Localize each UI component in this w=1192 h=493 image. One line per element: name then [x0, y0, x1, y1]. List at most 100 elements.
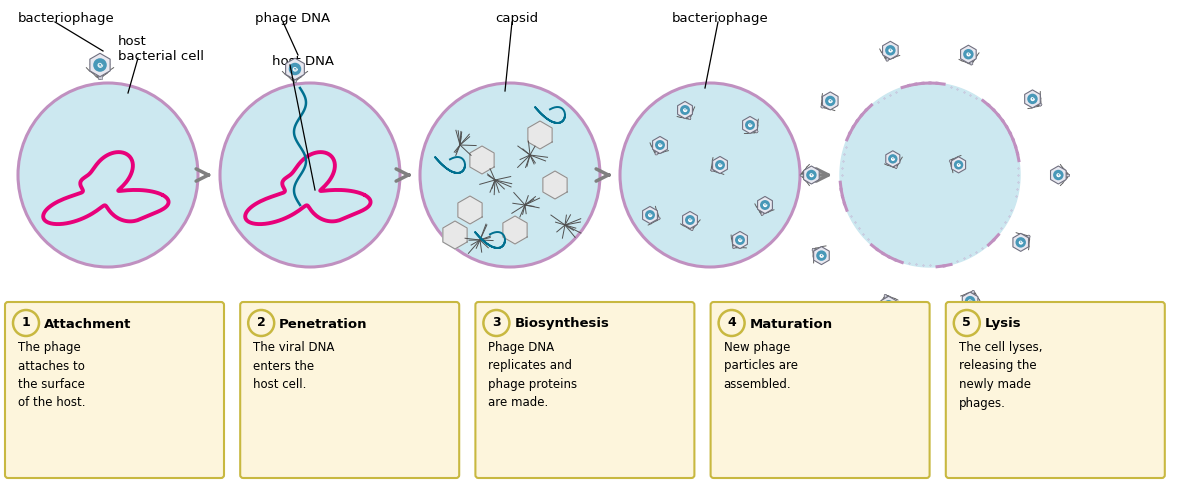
Polygon shape [743, 116, 757, 134]
Text: Maturation: Maturation [750, 317, 833, 330]
Polygon shape [650, 214, 660, 220]
Text: The phage
attaches to
the surface
of the host.: The phage attaches to the surface of the… [18, 341, 86, 410]
Polygon shape [969, 290, 975, 302]
Polygon shape [882, 41, 898, 59]
Polygon shape [760, 205, 766, 215]
Polygon shape [820, 100, 831, 108]
Polygon shape [458, 196, 482, 224]
Circle shape [484, 310, 509, 336]
Ellipse shape [620, 83, 800, 267]
Polygon shape [733, 231, 747, 248]
Text: 1: 1 [21, 317, 30, 329]
Text: phage DNA: phage DNA [255, 12, 330, 25]
Polygon shape [886, 50, 892, 61]
Polygon shape [961, 45, 976, 63]
Polygon shape [892, 158, 898, 169]
Text: bacteriophage: bacteriophage [672, 12, 769, 25]
Polygon shape [881, 296, 896, 314]
Circle shape [645, 210, 654, 220]
Text: The cell lyses,
releasing the
newly made
phages.: The cell lyses, releasing the newly made… [958, 341, 1042, 410]
Text: Attachment: Attachment [44, 317, 131, 330]
Polygon shape [732, 239, 741, 249]
Polygon shape [677, 102, 693, 118]
Polygon shape [713, 156, 727, 174]
Polygon shape [528, 121, 552, 149]
Text: Phage DNA
replicates and
phage proteins
are made.: Phage DNA replicates and phage proteins … [489, 341, 578, 410]
Polygon shape [293, 69, 297, 82]
Polygon shape [542, 171, 567, 199]
Circle shape [1053, 170, 1063, 180]
Polygon shape [814, 246, 830, 265]
Polygon shape [750, 124, 758, 133]
Circle shape [715, 160, 725, 170]
Polygon shape [654, 144, 662, 155]
Polygon shape [840, 83, 1020, 267]
Polygon shape [470, 146, 495, 174]
Ellipse shape [18, 83, 198, 267]
Circle shape [883, 300, 894, 311]
Polygon shape [949, 160, 960, 166]
Polygon shape [89, 53, 110, 77]
Text: The viral DNA
enters the
host cell.: The viral DNA enters the host cell. [253, 341, 335, 391]
Text: 2: 2 [256, 317, 266, 329]
Circle shape [288, 63, 302, 75]
Polygon shape [962, 292, 977, 310]
Text: capsid: capsid [495, 12, 538, 25]
Polygon shape [812, 248, 822, 256]
Polygon shape [884, 294, 889, 306]
Circle shape [760, 200, 770, 210]
Polygon shape [800, 174, 812, 176]
FancyBboxPatch shape [241, 302, 459, 478]
Circle shape [886, 45, 895, 56]
Circle shape [963, 49, 974, 60]
Circle shape [248, 310, 274, 336]
Polygon shape [443, 221, 467, 249]
Polygon shape [803, 166, 819, 184]
Text: New phage
particles are
assembled.: New phage particles are assembled. [724, 341, 797, 391]
Circle shape [745, 120, 755, 130]
Circle shape [93, 58, 107, 72]
Circle shape [13, 310, 39, 336]
Text: 3: 3 [492, 317, 501, 329]
Ellipse shape [420, 83, 600, 267]
Polygon shape [758, 196, 772, 213]
Ellipse shape [221, 83, 401, 267]
Text: bacteriophage: bacteriophage [18, 12, 114, 25]
Polygon shape [683, 211, 697, 229]
Polygon shape [684, 109, 691, 120]
Text: Lysis: Lysis [985, 317, 1022, 330]
Polygon shape [1020, 235, 1030, 244]
Polygon shape [642, 207, 658, 223]
FancyBboxPatch shape [945, 302, 1165, 478]
FancyBboxPatch shape [476, 302, 695, 478]
Circle shape [681, 105, 690, 115]
Circle shape [719, 310, 745, 336]
Text: 4: 4 [727, 317, 735, 329]
Circle shape [825, 96, 836, 106]
Polygon shape [99, 65, 101, 79]
Circle shape [656, 140, 665, 150]
Circle shape [806, 170, 817, 180]
Circle shape [954, 160, 963, 170]
Text: host
bacterial cell: host bacterial cell [118, 35, 204, 63]
Polygon shape [951, 157, 966, 173]
Circle shape [735, 235, 745, 245]
Polygon shape [1025, 90, 1041, 108]
Text: Penetration: Penetration [279, 317, 367, 330]
Circle shape [1028, 94, 1038, 104]
Text: host DNA: host DNA [272, 55, 334, 68]
FancyBboxPatch shape [710, 302, 930, 478]
Polygon shape [967, 54, 973, 65]
Circle shape [817, 250, 827, 261]
Polygon shape [1050, 166, 1066, 184]
Polygon shape [1058, 174, 1069, 176]
FancyBboxPatch shape [5, 302, 224, 478]
Circle shape [954, 310, 980, 336]
Polygon shape [1032, 98, 1042, 106]
Polygon shape [822, 92, 838, 110]
Text: 5: 5 [962, 317, 971, 329]
Polygon shape [886, 151, 900, 167]
Polygon shape [503, 216, 527, 244]
Polygon shape [689, 220, 694, 230]
Polygon shape [652, 137, 668, 153]
